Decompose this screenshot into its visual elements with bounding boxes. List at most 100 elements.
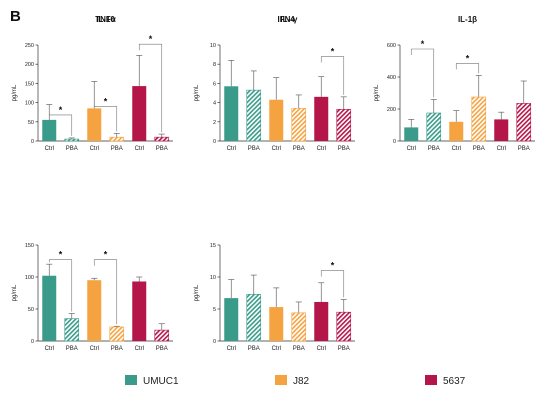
significance-star: * [104, 96, 108, 106]
significance-star: * [149, 34, 153, 44]
x-category-label: PBA [111, 346, 123, 352]
bar-J82-Ctrl [269, 307, 284, 341]
x-category-label: PBA [473, 146, 485, 152]
significance-bracket [455, 63, 480, 74]
x-category-label: Ctrl [317, 346, 326, 352]
y-axis-label: pg/mL [194, 284, 200, 301]
y-tick-label: 6 [213, 81, 216, 87]
y-tick-label: 50 [28, 120, 34, 126]
bar-UMUC1-PBA [246, 89, 262, 142]
significance-star: * [59, 250, 63, 260]
y-axis-label: pg/mL [12, 284, 18, 301]
bar-J82-PBA [291, 312, 307, 342]
x-category-label: Ctrl [45, 346, 54, 352]
significance-bracket [320, 56, 345, 95]
x-category-label: PBA [66, 146, 78, 152]
bar-J82-PBA [291, 108, 307, 142]
chart-title: TNFα [95, 15, 116, 24]
significance-bracket [320, 270, 345, 298]
legend-label-UMUC1: UMUC1 [143, 376, 179, 387]
y-tick-label: 8 [213, 62, 216, 68]
y-tick-label: 10 [210, 43, 216, 49]
chart-title: IFN-γ [278, 15, 299, 24]
y-tick-label: 200 [25, 62, 34, 68]
x-category-label: Ctrl [90, 346, 99, 352]
bar-5637-PBA [516, 103, 532, 142]
bar-J82-PBA [109, 136, 125, 142]
bar-UMUC1-Ctrl [42, 119, 57, 141]
y-tick-label: 5 [213, 307, 216, 313]
legend-label-5637: 5637 [443, 376, 466, 387]
bar-UMUC1-PBA [246, 293, 262, 342]
y-tick-label: 600 [387, 43, 396, 49]
x-category-label: PBA [111, 146, 123, 152]
significance-star: * [421, 39, 425, 49]
chart-4: IFN-γ pg/mL 0 5 10 15 Ctrl PBA Ctrl PBA Ctrl PBA * [194, 15, 355, 352]
y-tick-label: 4 [213, 101, 216, 107]
bar-5637-Ctrl [132, 281, 147, 341]
significance-star: * [466, 53, 470, 63]
y-tick-label: 150 [25, 243, 34, 249]
x-category-label: Ctrl [45, 146, 54, 152]
bar-UMUC1-PBA [64, 318, 80, 342]
y-tick-label: 250 [25, 43, 34, 49]
x-category-label: Ctrl [227, 146, 236, 152]
legend-swatch-UMUC1 [125, 375, 137, 385]
legend-swatch-5637 [425, 375, 437, 385]
x-category-label: PBA [293, 346, 305, 352]
y-tick-label: 150 [25, 81, 34, 87]
x-category-label: PBA [338, 346, 350, 352]
x-category-label: Ctrl [135, 346, 144, 352]
y-tick-label: 10 [210, 275, 216, 281]
y-tick-label: 200 [387, 107, 396, 113]
x-category-label: PBA [248, 346, 260, 352]
x-category-label: Ctrl [272, 146, 281, 152]
y-tick-label: 400 [387, 75, 396, 81]
significance-bracket [410, 48, 435, 98]
bar-UMUC1-Ctrl [404, 127, 419, 141]
x-category-label: Ctrl [317, 146, 326, 152]
significance-star: * [59, 105, 63, 115]
bar-J82-PBA [471, 96, 487, 142]
bar-5637-Ctrl [314, 96, 329, 141]
x-category-label: Ctrl [227, 346, 236, 352]
chart-1: IL-4 pg/mL 0 2 4 6 8 10 Ctrl PBA Ctrl PBA Ctrl PBA * [194, 15, 355, 152]
bar-J82-Ctrl [87, 280, 102, 341]
x-category-label: Ctrl [497, 146, 506, 152]
x-category-label: PBA [428, 146, 440, 152]
y-axis-label: pg/mL [194, 84, 200, 101]
x-category-label: Ctrl [135, 146, 144, 152]
bar-UMUC1-PBA [426, 112, 442, 142]
y-tick-label: 0 [393, 139, 396, 145]
x-category-label: PBA [156, 146, 168, 152]
significance-bracket [93, 259, 118, 325]
chart-title: IL-1β [458, 15, 477, 24]
y-tick-label: 50 [28, 307, 34, 313]
x-category-label: Ctrl [452, 146, 461, 152]
x-category-label: PBA [66, 346, 78, 352]
x-category-label: PBA [518, 146, 530, 152]
chart-2: IL-1β pg/mL 0 200 400 600 Ctrl PBA Ctrl PBA Ctrl PB… [374, 15, 535, 152]
significance-star: * [331, 47, 335, 57]
bar-UMUC1-Ctrl [224, 86, 239, 141]
x-category-label: Ctrl [90, 146, 99, 152]
bar-J82-Ctrl [269, 99, 284, 141]
bar-5637-PBA [336, 109, 352, 142]
bar-5637-PBA [154, 136, 170, 142]
legend: UMUC1 J82 5637 [125, 375, 466, 387]
bar-J82-PBA [109, 326, 125, 342]
x-category-label: Ctrl [272, 346, 281, 352]
y-tick-label: 0 [31, 139, 34, 145]
y-axis-label: pg/mL [374, 84, 380, 101]
x-category-label: Ctrl [407, 146, 416, 152]
significance-bracket [49, 114, 73, 136]
legend-swatch-J82 [275, 375, 287, 385]
bar-5637-Ctrl [314, 301, 329, 341]
x-category-label: PBA [338, 146, 350, 152]
x-category-label: PBA [248, 146, 260, 152]
significance-star: * [104, 250, 108, 260]
y-tick-label: 100 [25, 101, 34, 107]
y-tick-label: 0 [213, 339, 216, 345]
